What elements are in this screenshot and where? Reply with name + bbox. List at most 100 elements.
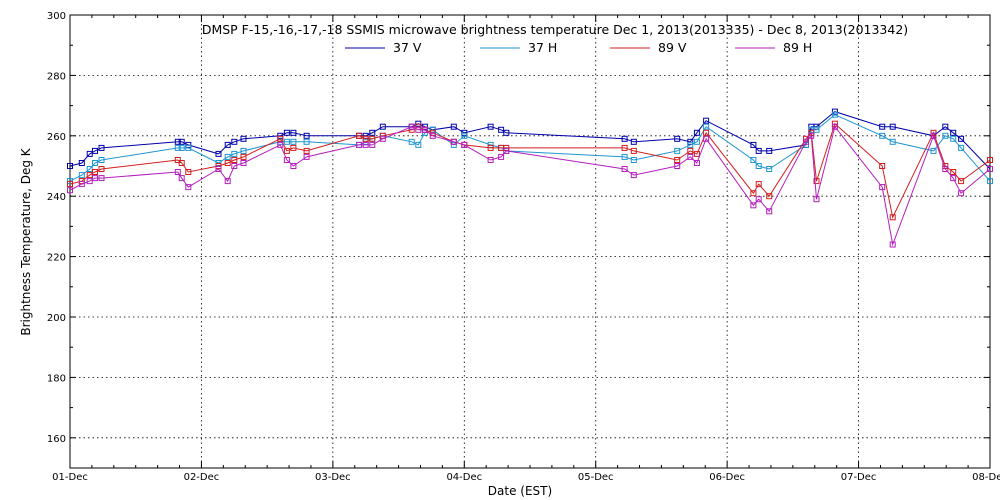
data-point xyxy=(693,129,700,136)
data-point xyxy=(303,132,310,139)
data-point xyxy=(674,163,681,169)
data-point xyxy=(942,132,949,139)
series-line xyxy=(69,111,991,170)
data-point xyxy=(290,163,297,169)
data-point xyxy=(755,196,762,203)
data-point xyxy=(687,141,694,148)
data-point xyxy=(879,132,886,139)
data-point xyxy=(621,153,628,160)
data-point xyxy=(379,123,386,130)
data-point xyxy=(356,141,363,148)
data-point xyxy=(950,175,957,182)
data-point xyxy=(687,147,694,154)
plot-frame xyxy=(69,14,991,469)
data-point xyxy=(356,132,363,139)
data-point xyxy=(224,178,231,185)
data-point xyxy=(630,157,637,163)
data-point xyxy=(92,147,98,154)
data-point xyxy=(879,163,886,169)
data-point xyxy=(408,126,415,133)
data-point xyxy=(78,160,85,166)
data-point xyxy=(703,135,710,142)
data-point xyxy=(231,138,238,145)
data-point xyxy=(369,141,376,148)
data-point xyxy=(750,202,757,209)
x-tick-label: 01-Dec xyxy=(52,472,88,483)
data-point xyxy=(415,141,422,148)
data-point xyxy=(889,241,896,248)
data-point xyxy=(987,166,993,172)
data-point xyxy=(621,166,628,172)
data-point xyxy=(461,132,468,139)
data-point xyxy=(408,123,415,130)
data-point xyxy=(240,147,247,154)
data-point xyxy=(630,147,637,154)
data-point xyxy=(958,144,965,151)
data-point xyxy=(283,157,290,163)
data-point xyxy=(67,163,73,169)
data-point xyxy=(379,135,386,142)
data-point xyxy=(421,126,428,133)
legend-label: 89 V xyxy=(658,40,687,55)
data-point xyxy=(231,150,238,157)
data-point xyxy=(674,157,681,163)
y-tick-label: 200 xyxy=(47,313,66,324)
data-point xyxy=(408,138,415,145)
data-point xyxy=(290,144,297,151)
data-point xyxy=(178,160,185,166)
data-point xyxy=(67,187,73,194)
chart-title: DMSP F-15,-16,-17,-18 SSMIS microwave br… xyxy=(202,22,908,37)
data-point xyxy=(240,153,247,160)
y-tick-label: 220 xyxy=(47,253,66,264)
data-point xyxy=(750,190,757,197)
data-point xyxy=(231,163,238,169)
data-point xyxy=(889,138,896,145)
data-point xyxy=(503,147,510,154)
data-point xyxy=(369,135,376,142)
data-point xyxy=(178,138,185,145)
data-point xyxy=(174,169,181,175)
data-point xyxy=(98,166,105,172)
data-point xyxy=(290,129,297,136)
data-point xyxy=(174,138,181,145)
data-point xyxy=(303,147,310,154)
data-point xyxy=(92,175,98,182)
data-point xyxy=(766,208,773,215)
x-tick-label: 07-Dec xyxy=(841,472,877,483)
data-point xyxy=(803,138,809,145)
data-point xyxy=(277,141,284,148)
data-point xyxy=(362,141,369,148)
data-point xyxy=(889,123,896,130)
data-point xyxy=(630,138,637,145)
data-point xyxy=(92,160,98,166)
data-point xyxy=(277,135,284,142)
data-point xyxy=(283,147,290,154)
data-point xyxy=(487,123,494,130)
data-point xyxy=(879,123,886,130)
data-point xyxy=(215,150,222,157)
data-point xyxy=(498,153,505,160)
series-line xyxy=(69,125,991,247)
data-point xyxy=(755,181,762,188)
data-point xyxy=(178,144,185,151)
data-point xyxy=(78,172,85,179)
axis-ticks: 160 180 200 220 240 260 280 300 01-Dec 02-Dec 03-D… xyxy=(47,11,1000,483)
y-tick-label: 180 xyxy=(47,373,66,384)
data-point xyxy=(687,153,694,160)
legend: 37 V 37 H 89 V 89 H xyxy=(345,40,812,55)
data-point xyxy=(415,126,422,133)
grid xyxy=(70,15,990,468)
data-point xyxy=(693,160,700,166)
data-point xyxy=(987,157,993,163)
data-point xyxy=(429,132,436,139)
data-point xyxy=(224,153,231,160)
data-point xyxy=(283,129,290,136)
data-point xyxy=(450,138,457,145)
data-point xyxy=(950,129,957,136)
data-point xyxy=(224,160,231,166)
data-point xyxy=(703,129,710,136)
data-point xyxy=(450,123,457,130)
data-point xyxy=(185,169,192,175)
data-point xyxy=(415,123,422,130)
